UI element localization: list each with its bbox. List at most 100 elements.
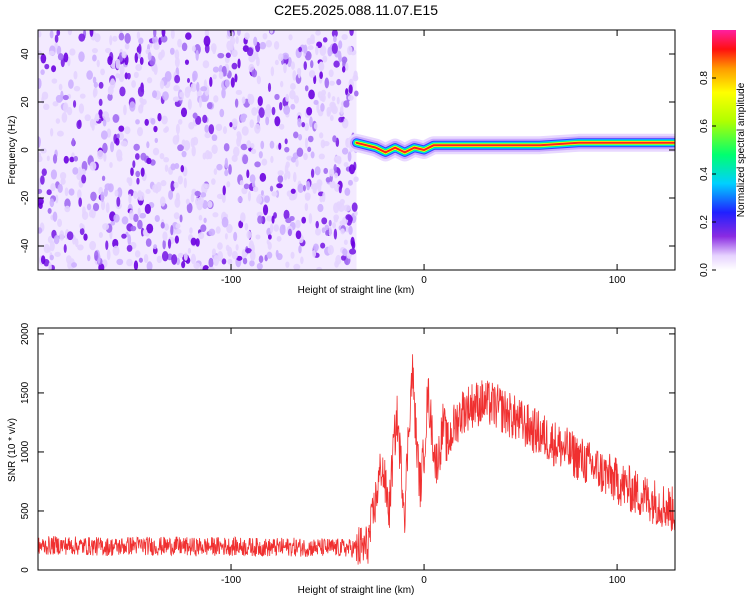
noise-blob [77,189,82,200]
noise-blob [250,142,255,149]
noise-blob [43,243,50,254]
noise-blob [290,188,296,194]
noise-blob [283,209,290,220]
noise-blob [115,137,120,146]
noise-blob [231,251,238,260]
noise-blob [194,190,201,197]
noise-blob [177,38,182,48]
noise-blob [105,202,110,214]
noise-blob [353,70,358,80]
noise-blob [344,187,351,196]
snr-plot-area [38,328,675,570]
noise-blob [209,76,213,88]
noise-blob [315,228,321,236]
noise-blob [187,247,191,254]
noise-blob [257,215,263,224]
noise-blob [152,35,158,45]
noise-blob [325,177,331,183]
noise-blob [126,244,133,252]
noise-blob [253,36,258,47]
snr-x-tick-label: 100 [609,575,626,586]
noise-blob [61,112,68,123]
noise-blob [270,155,274,164]
noise-blob [292,70,297,81]
noise-blob [115,73,120,79]
noise-blob [256,211,263,218]
noise-blob [285,261,290,268]
noise-blob [153,42,160,50]
noise-blob [318,153,325,160]
noise-blob [338,40,343,49]
noise-blob [84,114,91,122]
noise-blob [343,204,351,212]
noise-blob [43,103,50,111]
noise-blob [273,40,280,50]
noise-blob [221,216,229,228]
noise-blob [303,61,307,71]
colorbar-label: Normalized spectral amplitude [736,82,747,217]
noise-blob [44,63,50,70]
noise-blob [77,244,84,251]
noise-blob [338,185,342,194]
noise-blob [256,75,261,85]
spectrogram-y-tick-label: 40 [20,48,31,60]
noise-blob [179,91,185,98]
noise-blob [265,116,270,126]
noise-blob [82,206,86,216]
noise-blob [57,183,63,193]
noise-blob [100,200,106,211]
noise-blob [160,222,165,229]
noise-blob [290,82,296,90]
noise-blob [57,53,64,61]
noise-blob [139,97,144,104]
noise-blob [106,249,111,261]
noise-blob [210,43,217,53]
noise-blob [49,198,55,208]
noise-blob [224,233,228,240]
noise-blob [89,30,94,37]
noise-blob [204,124,210,134]
noise-blob [56,30,61,36]
noise-blob [102,142,108,154]
noise-blob [190,253,196,265]
noise-blob [287,228,292,237]
noise-blob [337,202,345,212]
noise-blob [195,49,199,61]
noise-blob [235,244,239,251]
noise-blob [203,35,211,47]
noise-blob [126,72,131,80]
noise-blob [256,56,260,67]
noise-blob [333,202,340,214]
noise-blob [266,215,273,222]
noise-blob [328,80,335,86]
noise-blob [320,242,326,249]
noise-blob [40,148,47,154]
noise-blob [269,223,274,233]
noise-blob [224,157,228,169]
noise-blob [146,261,153,270]
noise-blob [127,234,132,246]
noise-blob [221,258,227,265]
noise-blob [140,167,145,177]
noise-blob [38,136,41,148]
noise-blob [348,225,353,235]
noise-blob [52,101,59,107]
noise-blob [241,126,249,136]
noise-blob [101,175,106,182]
spectrogram-x-tick-label: 100 [609,275,626,286]
noise-blob [78,103,85,114]
noise-blob [62,94,69,101]
noise-blob [297,183,304,194]
noise-blob [322,37,328,43]
noise-blob [107,85,114,96]
noise-blob [138,257,143,263]
noise-blob [267,82,272,92]
noise-blob [319,71,323,80]
noise-blob [212,74,217,80]
noise-blob [337,50,342,61]
noise-blob [213,95,219,103]
noise-blob [153,244,158,250]
noise-blob [331,30,338,38]
noise-blob [87,254,91,262]
